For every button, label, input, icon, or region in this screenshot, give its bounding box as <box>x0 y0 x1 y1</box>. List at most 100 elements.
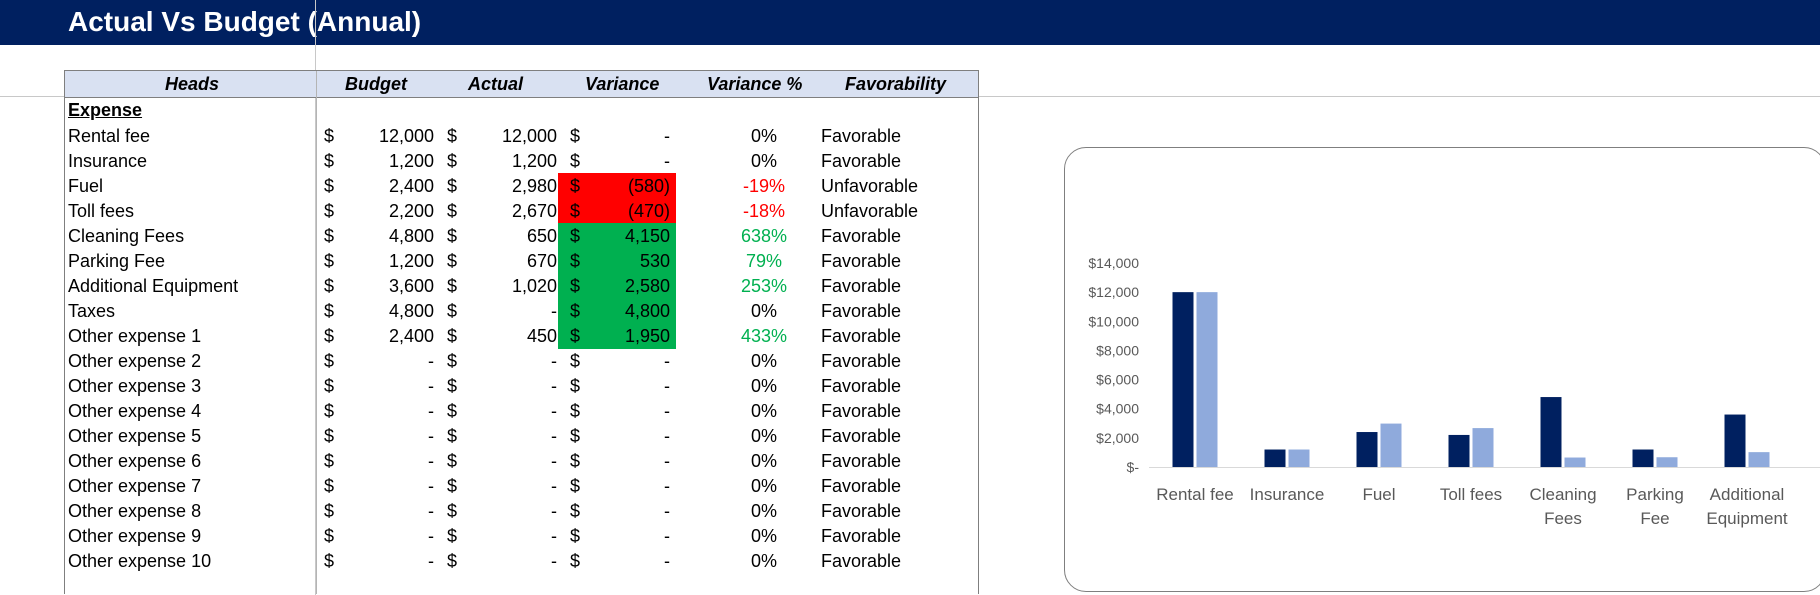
cell-actual[interactable]: - <box>551 301 557 321</box>
cell-actual[interactable]: - <box>551 526 557 546</box>
cell-variance[interactable]: - <box>664 126 670 146</box>
cell-head[interactable]: Taxes <box>68 301 116 321</box>
bar-series1-0[interactable] <box>1172 292 1194 467</box>
cell-budget[interactable]: 4,800 <box>388 226 434 246</box>
header-heads[interactable]: Heads <box>165 74 220 94</box>
cell-head[interactable]: Other expense 8 <box>68 501 202 521</box>
cell-variance-pct[interactable]: 0% <box>750 351 777 371</box>
cell-actual[interactable]: 12,000 <box>501 126 557 146</box>
cell-budget[interactable]: - <box>428 551 434 571</box>
bar-series2-4[interactable] <box>1564 457 1586 467</box>
cell-head[interactable]: Other expense 10 <box>68 551 212 571</box>
cell-variance-pct[interactable]: -19% <box>742 176 786 196</box>
cell-head[interactable]: Insurance <box>68 151 148 171</box>
header-budget[interactable]: Budget <box>345 74 407 94</box>
cell-variance-pct[interactable]: 0% <box>750 401 777 421</box>
cell-variance[interactable]: 4,150 <box>624 226 670 246</box>
cell-head[interactable]: Other expense 1 <box>68 326 202 346</box>
bar-series1-3[interactable] <box>1448 434 1470 467</box>
cell-budget[interactable]: 2,400 <box>388 176 434 196</box>
cell-actual[interactable]: - <box>551 426 557 446</box>
cell-favorability[interactable]: Favorable <box>821 151 902 171</box>
cell-variance-pct[interactable]: 0% <box>750 426 777 446</box>
cell-variance-pct[interactable]: 638% <box>740 226 788 246</box>
cell-budget[interactable]: 2,400 <box>388 326 434 346</box>
cell-variance[interactable]: - <box>664 376 670 396</box>
cell-favorability[interactable]: Favorable <box>821 301 902 321</box>
cell-favorability[interactable]: Favorable <box>821 126 902 146</box>
cell-variance[interactable]: - <box>664 551 670 571</box>
cell-budget[interactable]: 12,000 <box>378 126 434 146</box>
cell-head[interactable]: Other expense 3 <box>68 376 202 396</box>
cell-actual[interactable]: 1,200 <box>511 151 557 171</box>
cell-actual[interactable]: - <box>551 376 557 396</box>
header-actual[interactable]: Actual <box>468 74 524 94</box>
cell-favorability[interactable]: Unfavorable <box>821 201 919 221</box>
bar-series1-6[interactable] <box>1724 414 1746 467</box>
cell-head[interactable]: Rental fee <box>68 126 151 146</box>
cell-budget[interactable]: - <box>428 501 434 521</box>
cell-actual[interactable]: - <box>551 401 557 421</box>
header-variance[interactable]: Variance <box>585 74 660 94</box>
bar-series2-5[interactable] <box>1656 457 1678 467</box>
cell-variance[interactable]: - <box>664 426 670 446</box>
cell-variance[interactable]: - <box>664 151 670 171</box>
bar-series1-5[interactable] <box>1632 449 1654 467</box>
cell-variance[interactable]: 2,580 <box>624 276 670 296</box>
cell-favorability[interactable]: Favorable <box>821 501 902 521</box>
cell-budget[interactable]: - <box>428 476 434 496</box>
bar-series1-4[interactable] <box>1540 397 1562 467</box>
cell-variance[interactable]: - <box>664 501 670 521</box>
cell-variance[interactable]: - <box>664 451 670 471</box>
cell-head[interactable]: Parking Fee <box>68 251 166 271</box>
cell-head[interactable]: Other expense 2 <box>68 351 202 371</box>
bar-series2-2[interactable] <box>1380 423 1402 467</box>
cell-budget[interactable]: - <box>428 401 434 421</box>
cell-variance-pct[interactable]: 253% <box>740 276 788 296</box>
cell-actual[interactable]: - <box>551 351 557 371</box>
bar-series2-0[interactable] <box>1196 292 1218 467</box>
cell-favorability[interactable]: Favorable <box>821 401 902 421</box>
cell-variance[interactable]: - <box>664 476 670 496</box>
cell-favorability[interactable]: Favorable <box>821 326 902 346</box>
cell-variance-pct[interactable]: 0% <box>750 451 777 471</box>
cell-actual[interactable]: 650 <box>526 226 557 246</box>
bar-series1-1[interactable] <box>1264 449 1286 467</box>
cell-variance-pct[interactable]: -18% <box>742 201 786 221</box>
cell-head[interactable]: Toll fees <box>68 201 135 221</box>
cell-head[interactable]: Cleaning Fees <box>68 226 185 246</box>
cell-variance[interactable]: - <box>664 526 670 546</box>
cell-favorability[interactable]: Favorable <box>821 551 902 571</box>
cell-head[interactable]: Other expense 4 <box>68 401 202 421</box>
cell-favorability[interactable]: Unfavorable <box>821 176 919 196</box>
cell-actual[interactable]: 2,980 <box>511 176 557 196</box>
cell-favorability[interactable]: Favorable <box>821 451 902 471</box>
bar-series2-1[interactable] <box>1288 449 1310 467</box>
cell-variance-pct[interactable]: 433% <box>740 326 788 346</box>
cell-favorability[interactable]: Favorable <box>821 226 902 246</box>
cell-head[interactable]: Other expense 6 <box>68 451 202 471</box>
cell-variance-pct[interactable]: 0% <box>750 376 777 396</box>
cell-variance-pct[interactable]: 0% <box>750 476 777 496</box>
bar-series2-6[interactable] <box>1748 452 1770 467</box>
cell-actual[interactable]: - <box>551 551 557 571</box>
cell-actual[interactable]: 1,020 <box>511 276 557 296</box>
cell-actual[interactable]: 450 <box>526 326 557 346</box>
cell-budget[interactable]: - <box>428 526 434 546</box>
cell-budget[interactable]: - <box>428 426 434 446</box>
cell-variance[interactable]: (470) <box>627 201 670 221</box>
cell-head[interactable]: Additional Equipment <box>68 276 239 296</box>
cell-favorability[interactable]: Favorable <box>821 276 902 296</box>
cell-budget[interactable]: 4,800 <box>388 301 434 321</box>
cell-actual[interactable]: 2,670 <box>511 201 557 221</box>
cell-favorability[interactable]: Favorable <box>821 251 902 271</box>
cell-actual[interactable]: - <box>551 451 557 471</box>
bar-series2-3[interactable] <box>1472 428 1494 467</box>
bar-series1-2[interactable] <box>1356 432 1378 467</box>
cell-head[interactable]: Other expense 9 <box>68 526 202 546</box>
cell-variance[interactable]: - <box>664 351 670 371</box>
cell-variance-pct[interactable]: 0% <box>750 301 777 321</box>
section-label[interactable]: Expense <box>68 100 143 120</box>
header-favorability[interactable]: Favorability <box>845 74 947 94</box>
cell-variance-pct[interactable]: 0% <box>750 151 777 171</box>
